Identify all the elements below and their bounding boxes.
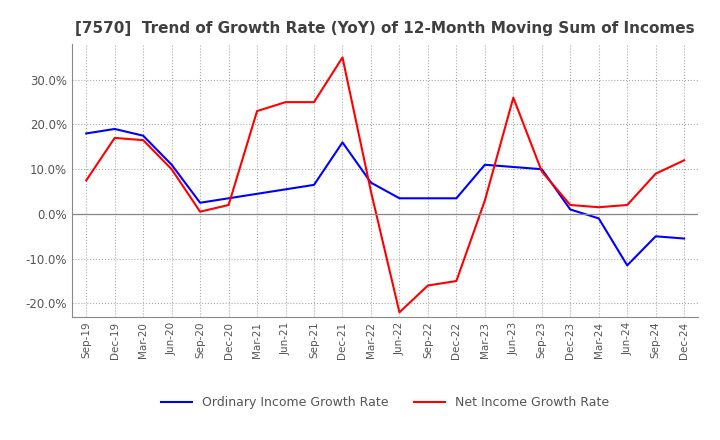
Ordinary Income Growth Rate xyxy=(139,133,148,138)
Net Income Growth Rate xyxy=(452,279,461,284)
Ordinary Income Growth Rate xyxy=(395,196,404,201)
Ordinary Income Growth Rate xyxy=(196,200,204,205)
Ordinary Income Growth Rate xyxy=(110,126,119,132)
Title: [7570]  Trend of Growth Rate (YoY) of 12-Month Moving Sum of Incomes: [7570] Trend of Growth Rate (YoY) of 12-… xyxy=(76,21,695,36)
Net Income Growth Rate xyxy=(595,205,603,210)
Net Income Growth Rate xyxy=(537,169,546,174)
Ordinary Income Growth Rate xyxy=(480,162,489,167)
Net Income Growth Rate xyxy=(167,167,176,172)
Ordinary Income Growth Rate xyxy=(566,207,575,212)
Net Income Growth Rate xyxy=(423,283,432,288)
Ordinary Income Growth Rate xyxy=(423,196,432,201)
Net Income Growth Rate xyxy=(310,99,318,105)
Net Income Growth Rate xyxy=(680,158,688,163)
Net Income Growth Rate xyxy=(566,202,575,208)
Ordinary Income Growth Rate xyxy=(652,234,660,239)
Net Income Growth Rate xyxy=(253,108,261,114)
Net Income Growth Rate xyxy=(338,55,347,60)
Net Income Growth Rate xyxy=(196,209,204,214)
Ordinary Income Growth Rate xyxy=(366,180,375,185)
Net Income Growth Rate xyxy=(110,135,119,140)
Net Income Growth Rate xyxy=(509,95,518,100)
Net Income Growth Rate xyxy=(366,189,375,194)
Ordinary Income Growth Rate xyxy=(253,191,261,196)
Net Income Growth Rate xyxy=(480,198,489,203)
Net Income Growth Rate xyxy=(623,202,631,208)
Ordinary Income Growth Rate xyxy=(338,140,347,145)
Net Income Growth Rate xyxy=(652,171,660,176)
Net Income Growth Rate xyxy=(395,310,404,315)
Ordinary Income Growth Rate xyxy=(82,131,91,136)
Net Income Growth Rate xyxy=(282,99,290,105)
Ordinary Income Growth Rate xyxy=(537,167,546,172)
Ordinary Income Growth Rate xyxy=(595,216,603,221)
Ordinary Income Growth Rate xyxy=(623,263,631,268)
Ordinary Income Growth Rate xyxy=(452,196,461,201)
Ordinary Income Growth Rate xyxy=(225,196,233,201)
Line: Net Income Growth Rate: Net Income Growth Rate xyxy=(86,57,684,312)
Ordinary Income Growth Rate xyxy=(282,187,290,192)
Net Income Growth Rate xyxy=(139,138,148,143)
Line: Ordinary Income Growth Rate: Ordinary Income Growth Rate xyxy=(86,129,684,265)
Ordinary Income Growth Rate xyxy=(680,236,688,241)
Legend: Ordinary Income Growth Rate, Net Income Growth Rate: Ordinary Income Growth Rate, Net Income … xyxy=(156,391,614,414)
Net Income Growth Rate xyxy=(82,178,91,183)
Net Income Growth Rate xyxy=(225,202,233,208)
Ordinary Income Growth Rate xyxy=(310,182,318,187)
Ordinary Income Growth Rate xyxy=(509,165,518,170)
Ordinary Income Growth Rate xyxy=(167,162,176,167)
